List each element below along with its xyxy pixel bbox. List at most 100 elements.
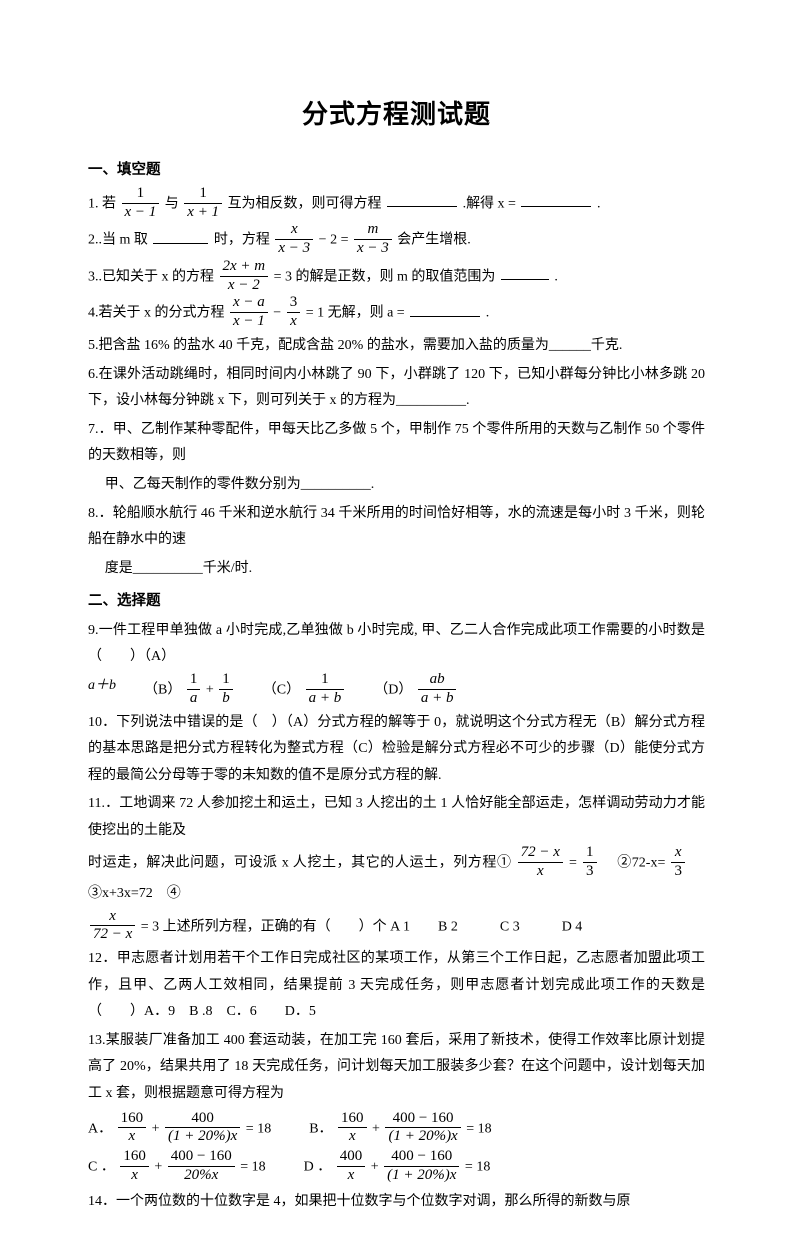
- denominator: 20%x: [168, 1167, 235, 1184]
- question-3: 3..已知关于 x 的方程 2x + m x − 2 = 3 的解是正数，则 m…: [88, 260, 705, 295]
- numerator: 2x + m: [220, 259, 269, 277]
- opt-label: （D）: [374, 682, 412, 697]
- fraction: 400 − 160 (1 + 20%)x: [385, 1111, 460, 1146]
- fraction: 400 − 160 20%x: [168, 1149, 235, 1184]
- question-4: 4.若关于 x 的分式方程 x − a x − 1 − 3 x = 1 无解，则…: [88, 296, 705, 331]
- plus: +: [371, 1160, 379, 1175]
- question-10: 10．下列说法中错误的是（ ）（A）分式方程的解等于 0，就说明这个分式方程无（…: [88, 710, 705, 790]
- equals: =: [569, 856, 577, 871]
- blank: [410, 303, 480, 317]
- numerator: 160: [338, 1111, 367, 1129]
- numerator: x: [275, 222, 313, 240]
- fraction: x 72 − x: [90, 909, 135, 944]
- denominator: 3: [671, 863, 685, 880]
- numerator: m: [354, 222, 392, 240]
- question-7: 7.．甲、乙制作某种零配件，甲每天比乙多做 5 个，甲制作 75 个零件所用的天…: [88, 417, 705, 470]
- option-b: （B） 1 a + 1 b: [144, 673, 235, 708]
- question-11-line1: 11.．工地调来 72 人参加挖土和运土，已知 3 人挖出的土 1 人恰好能全部…: [88, 791, 705, 844]
- numerator: 1: [219, 672, 233, 690]
- q4-text: = 1 无解，则 a =: [306, 306, 405, 321]
- question-12: 12．甲志愿者计划用若干个工作日完成社区的某项工作，从第三个工作日起，乙志愿者加…: [88, 946, 705, 1026]
- option-a: A． 160 x + 400 (1 + 20%)x = 18: [88, 1112, 271, 1147]
- eq: = 18: [240, 1160, 265, 1175]
- q1-text: .解得 x =: [463, 196, 516, 211]
- q1-text: 与: [165, 196, 179, 211]
- opt-label: D ．: [304, 1160, 332, 1175]
- denominator: x: [287, 313, 301, 330]
- q4-text: 4.若关于 x 的分式方程: [88, 306, 225, 321]
- eq: = 18: [246, 1121, 271, 1136]
- denominator: a + b: [418, 690, 457, 707]
- numerator: 400 − 160: [384, 1149, 459, 1167]
- fraction: 400 x: [337, 1149, 366, 1184]
- fraction: x 3: [671, 845, 685, 880]
- fraction: 400 (1 + 20%)x: [165, 1111, 240, 1146]
- numerator: 160: [120, 1149, 149, 1167]
- numerator: 160: [118, 1111, 147, 1129]
- fraction: 160 x: [118, 1111, 147, 1146]
- numerator: 1: [184, 186, 222, 204]
- q2-text: 时，方程: [214, 233, 270, 248]
- question-8: 8.．轮船顺水航行 46 千米和逆水航行 34 千米所用的时间恰好相等，水的流速…: [88, 501, 705, 554]
- q2-text: − 2 =: [319, 233, 349, 248]
- numerator: 1: [122, 186, 160, 204]
- denominator: x + 1: [184, 204, 222, 221]
- numerator: 400 − 160: [385, 1111, 460, 1129]
- numerator: 1: [306, 672, 345, 690]
- option-d: （D） ab a + b: [374, 673, 458, 708]
- fraction: 1 b: [219, 672, 233, 707]
- question-14: 14．一个两位数的十位数字是 4，如果把十位数字与个位数字对调，那么所得的新数与…: [88, 1189, 705, 1216]
- plus: +: [154, 1160, 162, 1175]
- numerator: ab: [418, 672, 457, 690]
- fraction: 1 a: [187, 672, 201, 707]
- plus: +: [152, 1121, 160, 1136]
- plus: +: [372, 1121, 380, 1136]
- question-13-intro: 13.某服装厂准备加工 400 套运动装，在加工完 160 套后，采用了新技术，…: [88, 1028, 705, 1108]
- section-heading-1: 一、填空题: [88, 157, 705, 185]
- q11-text: 时运走，解决此问题，可设派 x 人挖土，其它的人运土，列方程①: [88, 856, 512, 871]
- page-title: 分式方程测试题: [88, 90, 705, 139]
- eq: = 18: [465, 1160, 490, 1175]
- q3-text: 3..已知关于 x 的方程: [88, 269, 214, 284]
- opt-label: （C）: [263, 682, 300, 697]
- denominator: x − 1: [230, 313, 268, 330]
- q4-text: −: [273, 306, 281, 321]
- numerator: x − a: [230, 295, 268, 313]
- q4-text: .: [486, 306, 490, 321]
- opt-label: A．: [88, 1121, 112, 1136]
- blank: [521, 193, 591, 207]
- denominator: x: [120, 1167, 149, 1184]
- page: 分式方程测试题 一、填空题 1. 若 1 x − 1 与 1 x + 1 互为相…: [0, 0, 793, 1257]
- option-a: a＋b: [88, 673, 116, 708]
- blank: [501, 266, 549, 280]
- fraction: 72 − x x: [518, 845, 563, 880]
- question-7-line2: 甲、乙每天制作的零件数分别为__________.: [88, 472, 705, 499]
- option-c: （C） 1 a + b: [263, 673, 346, 708]
- numerator: x: [671, 845, 685, 863]
- section-heading-2: 二、选择题: [88, 588, 705, 616]
- question-8-line2: 度是__________千米/时.: [88, 556, 705, 583]
- numerator: 72 − x: [518, 845, 563, 863]
- fraction: 1 3: [583, 845, 597, 880]
- option-b: B． 160 x + 400 − 160 (1 + 20%)x = 18: [309, 1112, 491, 1147]
- question-2: 2..当 m 取 时，方程 x x − 3 − 2 = m x − 3 会产生增…: [88, 223, 705, 258]
- numerator: 3: [287, 295, 301, 313]
- denominator: 72 − x: [90, 926, 135, 943]
- fraction: 3 x: [287, 295, 301, 330]
- fraction: x x − 3: [275, 222, 313, 257]
- fraction: 1 x − 1: [122, 186, 160, 221]
- denominator: x − 1: [122, 204, 160, 221]
- denominator: (1 + 20%)x: [384, 1167, 459, 1184]
- question-13-row1: A． 160 x + 400 (1 + 20%)x = 18 B． 160 x …: [88, 1112, 705, 1147]
- fraction: 2x + m x − 2: [220, 259, 269, 294]
- question-11-line2: 时运走，解决此问题，可设派 x 人挖土，其它的人运土，列方程① 72 − x x…: [88, 846, 705, 907]
- question-9-options: a＋b （B） 1 a + 1 b （C） 1 a + b （D） ab: [88, 673, 705, 708]
- fraction: 1 a + b: [306, 672, 345, 707]
- plus: +: [206, 682, 214, 697]
- opt-label: B．: [309, 1121, 332, 1136]
- numerator: 400 − 160: [168, 1149, 235, 1167]
- denominator: (1 + 20%)x: [385, 1128, 460, 1145]
- q1-text: 互为相反数，则可得方程: [228, 196, 382, 211]
- opt-label: （B）: [144, 682, 181, 697]
- q2-text: 会产生增根.: [397, 233, 471, 248]
